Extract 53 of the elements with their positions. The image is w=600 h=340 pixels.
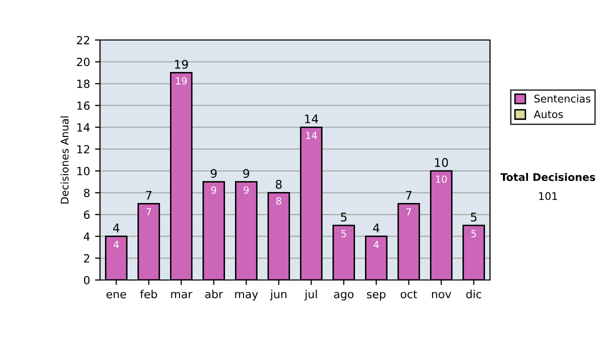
y-tick-label: 20 [76,58,90,66]
y-tick-label: 14 [77,123,90,132]
y-tick-label: 2 [84,254,90,262]
y-tick-label: 6 [84,210,90,219]
x-tick-label: jun [270,290,286,300]
x-tick-label: ene [106,292,126,298]
y-tick-label: 0 [84,276,90,284]
x-tick-label: may [235,292,258,300]
annotation: 4 [373,224,380,232]
data-label: 5 [471,230,476,238]
y-tick-label: 16 [77,101,90,110]
annotation: 19 [175,60,188,69]
annotation: 5 [470,212,476,222]
annotation: 4 [113,224,120,232]
x-tick-label: feb [140,290,158,298]
x-tick-label: abr [205,290,223,298]
data-label: 7 [406,208,412,216]
x-tick-label: dic [466,290,482,298]
data-label: 19 [176,77,187,85]
legend-label: Autos [534,110,563,118]
data-label: 10 [436,175,447,183]
y-tick-label: 12 [77,145,90,154]
data-label: 9 [211,186,216,194]
data-label: 4 [374,241,379,248]
y-axis-title: Decisiones Anual [60,116,69,204]
annotation: 5 [340,212,346,222]
x-tick-label: nov [432,292,452,298]
data-label: 7 [146,208,152,216]
x-tick-label: oct [400,290,418,298]
x-tick-label: sep [367,292,386,300]
data-label: 8 [276,197,282,205]
y-tick-label: 22 [76,36,90,44]
y-tick-label: 4 [84,232,90,241]
legend-label: Sentencias [534,94,590,103]
y-tick-label: 8 [84,188,90,198]
data-label: 9 [244,186,249,194]
data-label: 14 [306,132,317,140]
text: 101 [539,192,557,200]
data-label: 5 [341,230,346,238]
y-tick-label: 18 [77,80,90,88]
annotation: 7 [146,190,152,200]
annotation: 7 [406,190,412,200]
annotation: 9 [210,168,217,178]
annotation: 14 [305,114,318,124]
x-tick-label: jul [304,290,317,300]
y-tick-label: 10 [77,166,90,176]
x-tick-label: mar [171,292,192,298]
x-tick-label: ago [334,292,354,300]
annotation: 10 [435,158,448,167]
annotation: 9 [243,168,250,178]
annotation: 8 [276,180,282,189]
text: Total Decisiones [500,172,596,182]
data-label: 4 [114,241,119,248]
